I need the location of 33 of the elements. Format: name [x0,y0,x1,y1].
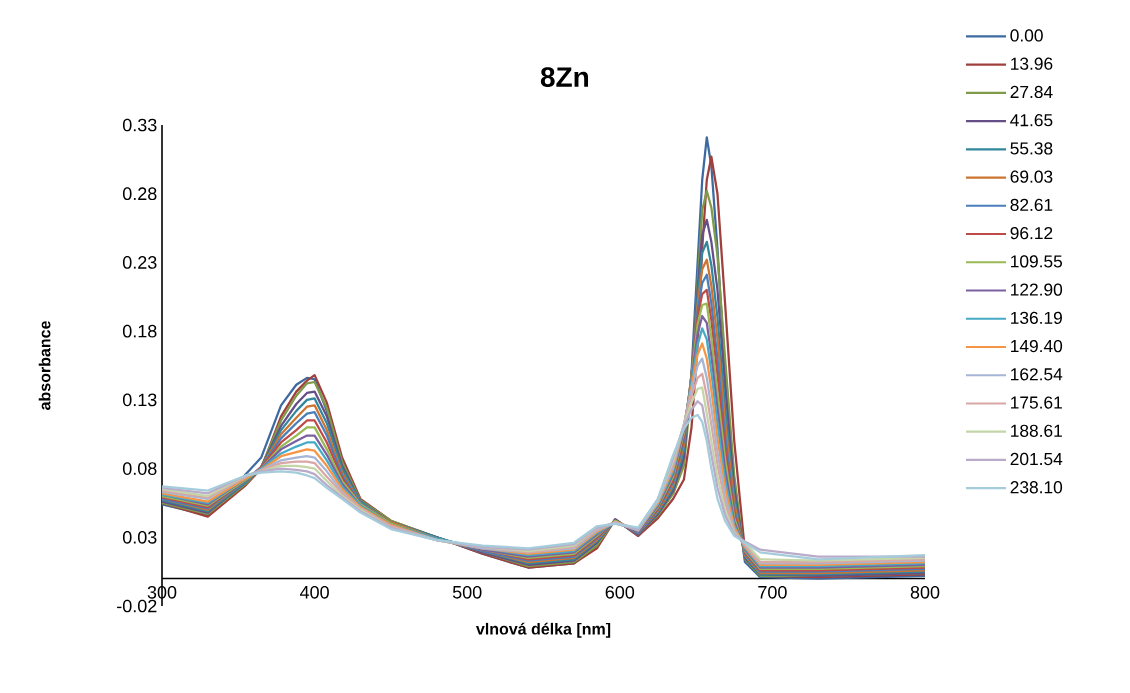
legend-label: 238.10 [1010,481,1063,494]
y-tick-label: -0.02 [117,599,157,613]
x-tick-label: 400 [300,585,329,599]
y-tick-label: 0.23 [122,256,157,269]
y-tick-label: 0.13 [122,393,157,407]
legend-label: 201.54 [1010,452,1063,466]
y-tick-label: 0.08 [122,462,157,475]
legend-label: 162.54 [1011,368,1063,381]
legend-label: 136.19 [1011,311,1062,324]
legend-label: 188.61 [1011,424,1062,437]
chart-title: 8Zn [540,67,589,87]
legend-label: 55.38 [1010,142,1053,155]
legend-label: 82.61 [1010,198,1053,212]
x-axis-title: vlnová délka [nm] [475,622,611,638]
legend-label: 27.84 [1010,85,1053,99]
y-tick-label: 0.33 [122,118,157,132]
legend-label: 122.90 [1011,283,1063,296]
x-tick-label: 700 [758,585,787,599]
x-tick-label: 800 [910,585,940,599]
x-tick-label: 600 [605,585,635,599]
legend-label: 0.00 [1010,29,1043,42]
legend-label: 69.03 [1010,170,1053,183]
y-axis-title: absorbance [38,321,51,410]
x-tick-label: 500 [452,585,482,599]
y-tick-label: 0.03 [122,530,157,544]
y-tick-label: 0.18 [122,324,157,338]
legend-label: 149.40 [1011,339,1063,353]
legend-label: 109.55 [1011,255,1063,268]
legend-label: 96.12 [1010,226,1053,240]
y-tick-label: 0.28 [122,187,157,201]
legend-label: 175.61 [1011,396,1062,409]
legend-label: 41.65 [1010,114,1053,127]
legend-label: 13.96 [1011,57,1053,70]
